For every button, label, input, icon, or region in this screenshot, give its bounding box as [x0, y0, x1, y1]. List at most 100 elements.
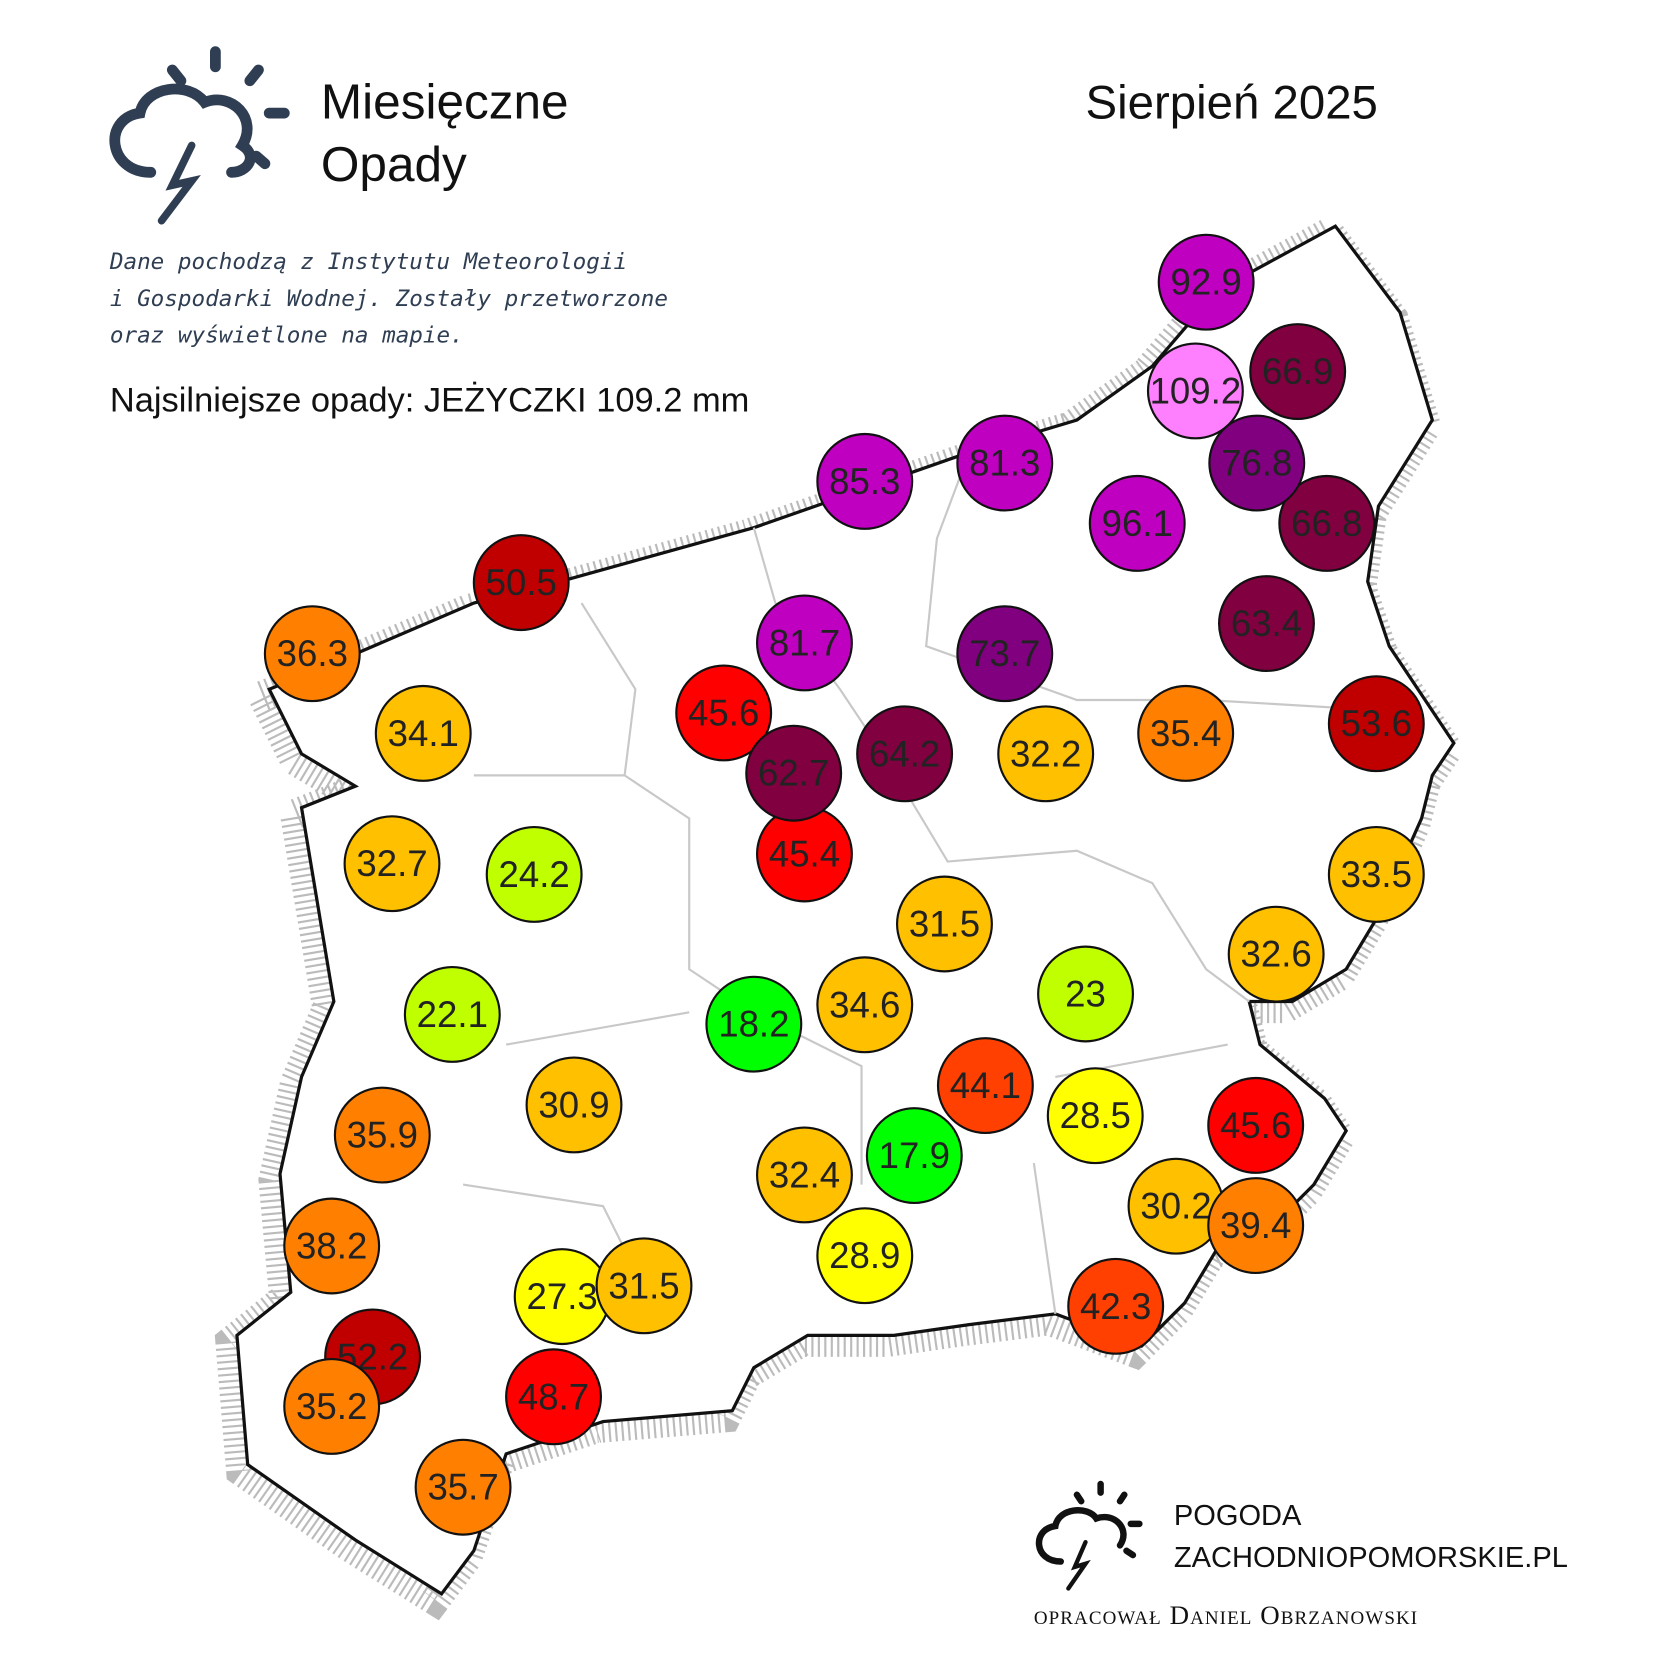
station-value: 62.7 — [758, 753, 829, 794]
station-value: 31.5 — [909, 904, 980, 945]
station-marker — [856, 705, 954, 803]
station-value: 28.9 — [829, 1235, 900, 1276]
station-value: 32.4 — [769, 1154, 840, 1195]
station-marker — [675, 664, 773, 762]
station-value: 39.4 — [1220, 1205, 1291, 1246]
station-value: 35.2 — [296, 1386, 367, 1427]
station-value: 32.6 — [1241, 934, 1312, 975]
station-value: 38.2 — [296, 1226, 367, 1267]
station-value: 96.1 — [1102, 503, 1173, 544]
station-marker — [1207, 1177, 1305, 1274]
station-value: 76.8 — [1221, 443, 1292, 484]
station-marker — [1217, 575, 1315, 672]
station-marker — [745, 724, 843, 822]
station-value: 53.6 — [1341, 703, 1412, 744]
station-marker — [485, 826, 583, 923]
station-marker — [343, 815, 441, 913]
station-value: 73.7 — [969, 633, 1040, 674]
stations: 92.9 109.2 66.9 66.8 76.8 96.1 81.3 85.3 63.4 73.… — [263, 233, 1425, 1536]
station-value: 109.2 — [1150, 370, 1242, 411]
station-marker — [997, 705, 1095, 803]
source-text: oraz wyświetlone na mapie. — [110, 322, 464, 348]
station-marker — [525, 1056, 623, 1154]
station-marker — [374, 684, 472, 782]
station-value: 81.7 — [769, 622, 840, 663]
station-value: 66.8 — [1291, 503, 1362, 544]
station-marker — [756, 1126, 853, 1224]
station-value: 44.1 — [950, 1065, 1021, 1106]
station-value: 34.6 — [829, 984, 900, 1025]
station-value: 18.2 — [718, 1004, 789, 1045]
station-marker — [896, 875, 993, 973]
station-marker — [816, 432, 914, 530]
station-marker — [1088, 474, 1186, 572]
logo — [109, 46, 290, 225]
author: opracował Daniel Obrzanowski — [1034, 1600, 1418, 1630]
station-value: 34.1 — [388, 713, 459, 754]
date: Sierpień 2025 — [1086, 76, 1378, 129]
station-marker — [705, 975, 803, 1073]
station-value: 17.9 — [879, 1135, 950, 1176]
station-marker — [1278, 474, 1376, 572]
station-marker — [956, 605, 1054, 703]
station-marker — [816, 1207, 914, 1305]
brand: ZACHODNIOPOMORSKIE.PL — [1174, 1542, 1568, 1574]
station-value: 66.9 — [1262, 351, 1333, 392]
station-marker — [283, 1357, 381, 1455]
station-value: 92.9 — [1171, 262, 1242, 303]
station-value: 32.2 — [1010, 733, 1081, 774]
footer-logo — [1035, 1480, 1143, 1591]
station-marker — [1157, 233, 1255, 331]
station-marker — [1146, 342, 1244, 440]
station-marker — [1327, 826, 1425, 923]
station-marker — [1327, 675, 1425, 773]
station-marker — [1249, 323, 1347, 420]
station-marker — [956, 414, 1054, 512]
station-marker — [936, 1037, 1034, 1134]
station-value: 63.4 — [1231, 603, 1302, 644]
station-marker — [1137, 684, 1235, 782]
station-value: 23 — [1065, 974, 1106, 1015]
station-value: 30.2 — [1140, 1186, 1211, 1227]
station-marker — [333, 1086, 431, 1184]
brand: POGODA — [1174, 1500, 1302, 1532]
station-value: 30.9 — [538, 1084, 609, 1125]
station-value: 35.4 — [1150, 713, 1221, 754]
title: Miesięczne — [321, 74, 569, 129]
station-value: 22.1 — [417, 994, 488, 1035]
station-marker — [283, 1197, 381, 1295]
station-marker — [595, 1237, 693, 1335]
source-text: i Gospodarki Wodnej. Zostały przetworzon… — [110, 286, 668, 312]
station-marker — [1037, 945, 1134, 1043]
station-marker — [1067, 1257, 1165, 1355]
station-marker — [756, 594, 853, 692]
station-value: 36.3 — [277, 633, 348, 674]
station-marker — [472, 534, 570, 632]
station-marker — [263, 605, 361, 703]
station-marker — [505, 1348, 602, 1446]
station-value: 31.5 — [608, 1265, 679, 1306]
station-marker — [1046, 1067, 1144, 1165]
station-value: 64.2 — [869, 733, 940, 774]
station-marker — [1207, 1076, 1305, 1174]
station-marker — [865, 1107, 963, 1204]
station-marker — [414, 1438, 512, 1536]
station-value: 24.2 — [499, 854, 570, 895]
source-text: Dane pochodzą z Instytutu Meteorologii — [109, 249, 627, 275]
title: Opady — [321, 137, 467, 192]
station-value: 42.3 — [1080, 1286, 1151, 1327]
station-value: 48.7 — [518, 1376, 589, 1417]
station-value: 28.5 — [1060, 1095, 1131, 1136]
station-value: 45.4 — [769, 834, 840, 875]
station-marker — [1227, 905, 1325, 1003]
station-value: 35.9 — [347, 1115, 418, 1156]
strongest: Najsilniejsze opady: JEŻYCZKI 109.2 mm — [110, 380, 750, 419]
station-value: 45.6 — [1220, 1105, 1291, 1146]
station-marker — [816, 956, 914, 1054]
station-value: 35.7 — [427, 1467, 498, 1508]
station-value: 81.3 — [969, 443, 1040, 484]
station-value: 27.3 — [527, 1276, 598, 1317]
station-value: 50.5 — [486, 562, 557, 603]
